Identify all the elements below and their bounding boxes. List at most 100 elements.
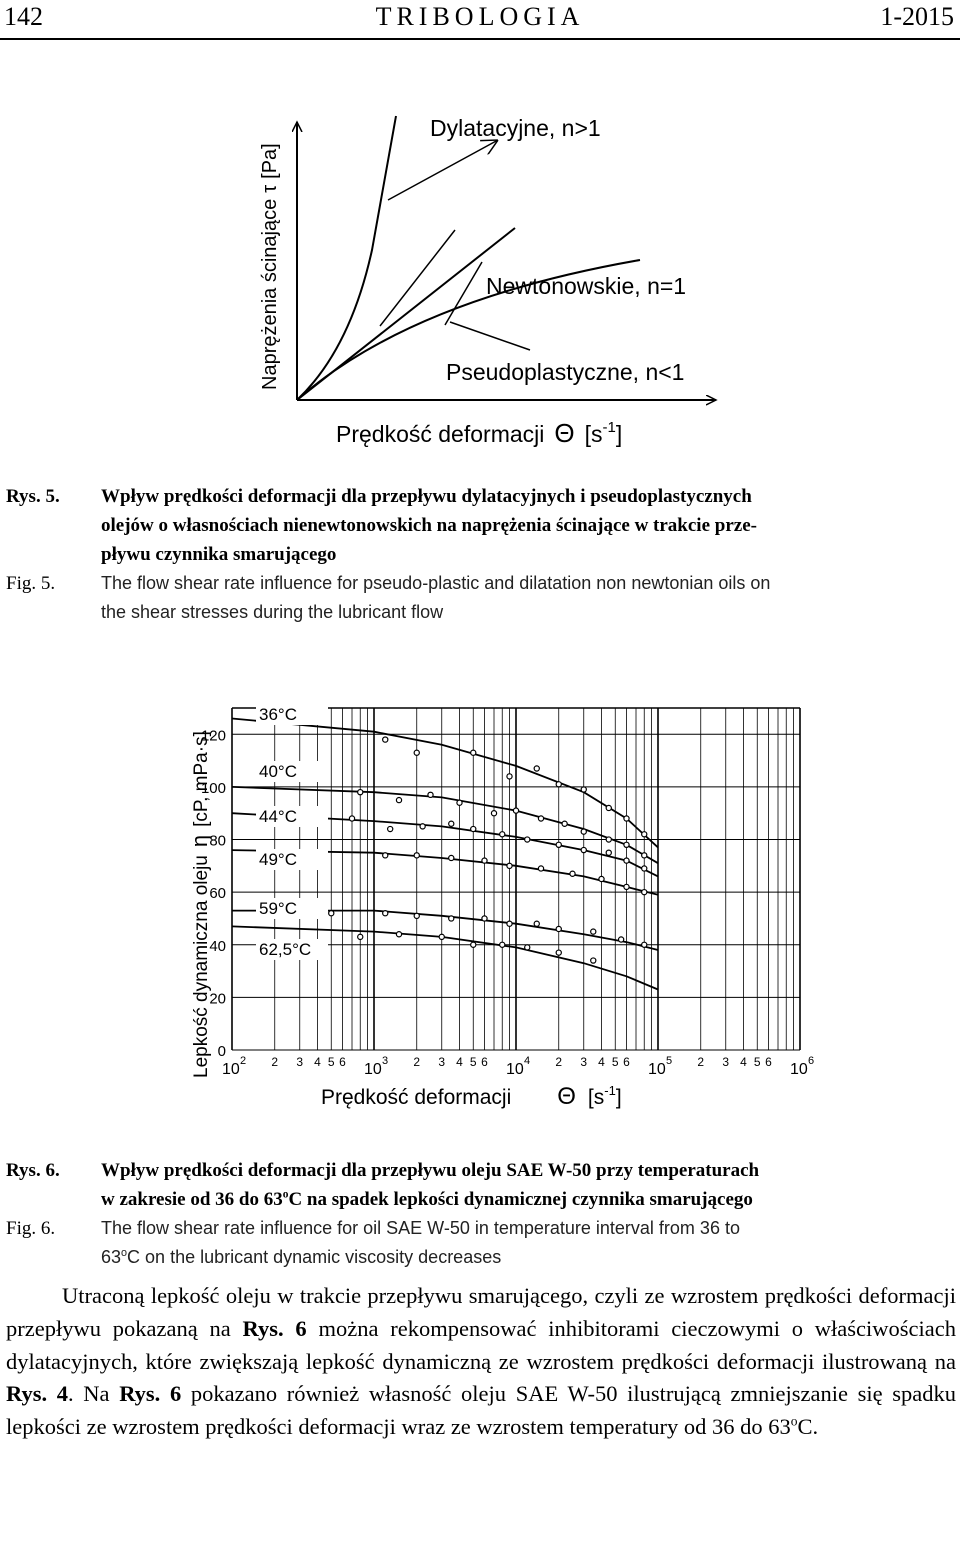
chart6-y-axis-label: Lepkość dynamiczna oleju xyxy=(191,855,212,1078)
y-tick-label: 60 xyxy=(209,885,226,902)
figure-5-svg: Dylatacyjne, n>1 Newtonowskie, n=1 Pseud… xyxy=(259,115,740,448)
figure-5-caption: Rys. 5. Wpływ prędkości deformacji dla p… xyxy=(6,482,956,632)
pseudoplastic-label: Pseudoplastyczne, n<1 xyxy=(446,359,684,385)
series-curve xyxy=(231,717,659,849)
data-point xyxy=(641,888,648,896)
x-minor-label: 2 xyxy=(555,1055,562,1069)
data-point xyxy=(561,820,568,827)
fig5-x-axis-label: Prędkość deformacji xyxy=(336,421,544,447)
data-point xyxy=(617,936,625,943)
data-point xyxy=(580,828,587,835)
chart6-x-axis-unit-open: [s xyxy=(588,1086,604,1109)
caption5-text-en-line1: The flow shear rate influence for pseudo… xyxy=(101,573,771,593)
chart6-y-axis-symbol: η xyxy=(187,835,212,847)
data-point xyxy=(448,915,455,922)
caption5-label-pl: Rys. 5. xyxy=(6,486,60,507)
data-point xyxy=(328,909,335,917)
journal-title: TRIBOLOGIA xyxy=(375,2,585,31)
data-point xyxy=(382,909,389,917)
data-point xyxy=(598,875,605,883)
degree-sup: o xyxy=(121,1247,128,1259)
y-tick-label: 80 xyxy=(209,833,226,850)
fig5-x-axis-unit-exp: -1 xyxy=(602,419,615,436)
figure-5-diagram: Dylatacyjne, n>1 Newtonowskie, n=1 Pseud… xyxy=(240,100,740,460)
data-point xyxy=(413,912,420,920)
x-minor-label: 5 xyxy=(754,1055,761,1069)
x-minor-label: 6 xyxy=(481,1055,488,1069)
y-tick-label: 20 xyxy=(209,990,226,1007)
x-minor-label: 2 xyxy=(413,1055,420,1069)
caption6-en-line2-part1: 63 xyxy=(101,1247,122,1267)
data-point xyxy=(641,852,648,859)
paragraph-text: . Na xyxy=(68,1381,120,1407)
chart6-y-axis-unit: [cP, mPa·s] xyxy=(191,731,212,827)
header-rule xyxy=(0,38,960,40)
series-label: 59°C xyxy=(259,899,297,918)
newtonian-pointer xyxy=(379,229,456,327)
data-point xyxy=(641,865,648,872)
caption6-label-pl: Rys. 6. xyxy=(6,1160,60,1181)
pseudoplastic-pointer xyxy=(449,321,531,351)
x-minor-label: 5 xyxy=(612,1055,619,1069)
series-label-bg xyxy=(256,704,328,725)
data-point xyxy=(605,849,612,856)
data-point xyxy=(456,799,463,806)
x-decade-label: 10 xyxy=(506,1061,524,1078)
x-decade-exponent: 3 xyxy=(382,1055,388,1067)
x-minor-label: 5 xyxy=(328,1055,335,1069)
data-point xyxy=(470,825,477,833)
x-minor-label: 3 xyxy=(580,1055,587,1069)
x-decade-label: 10 xyxy=(222,1061,240,1078)
data-point xyxy=(506,862,513,870)
caption6-text-en-line2: 63oC on the lubricant dynamic viscosity … xyxy=(101,1243,959,1272)
series-label-bg xyxy=(256,939,328,960)
data-point xyxy=(569,870,576,877)
y-tick-label: 120 xyxy=(201,727,226,744)
data-point xyxy=(524,836,531,843)
series-label: 44°C xyxy=(259,807,297,826)
fig5-x-axis-unit-close: ] xyxy=(616,421,622,447)
data-point xyxy=(537,815,545,822)
series-label: 49°C xyxy=(259,850,297,869)
data-point xyxy=(470,749,477,756)
x-minor-label: 3 xyxy=(722,1055,729,1069)
y-tick-label: 100 xyxy=(201,780,226,797)
x-minor-label: 2 xyxy=(697,1055,704,1069)
data-point xyxy=(499,831,506,838)
paragraph: Utraconą lepkość oleju w trakcie przepły… xyxy=(6,1280,956,1444)
x-minor-label: 2 xyxy=(271,1055,278,1069)
x-minor-label: 4 xyxy=(740,1055,747,1069)
body-paragraph: Utraconą lepkość oleju w trakcie przepły… xyxy=(6,1280,956,1444)
data-point xyxy=(382,736,389,743)
data-point xyxy=(419,823,426,830)
data-point xyxy=(448,854,455,862)
fig5-x-axis-unit-open: [s xyxy=(585,421,603,447)
dilatant-label: Dylatacyjne, n>1 xyxy=(430,115,601,141)
caption5-text-pl-line1: Wpływ prędkości deformacji dla przepływu… xyxy=(101,486,752,507)
newtonian-pointer-2 xyxy=(444,261,483,326)
data-point xyxy=(555,949,562,956)
data-point xyxy=(348,815,356,822)
data-point xyxy=(499,941,506,948)
data-point xyxy=(533,765,540,772)
x-minor-label: 3 xyxy=(296,1055,303,1069)
caption6-text-pl-line2: w zakresie od 36 do 63oC na spadek lepko… xyxy=(101,1185,959,1214)
dilatant-pointer xyxy=(387,140,498,201)
caption5-text-pl-line2: olejów o własnościach nienewtonowskich n… xyxy=(101,515,757,536)
series-label: 36°C xyxy=(259,705,297,724)
data-point xyxy=(413,749,420,756)
x-decade-exponent: 5 xyxy=(666,1055,672,1067)
degree-sup: o xyxy=(790,1413,798,1429)
data-point xyxy=(506,920,513,927)
caption6-text-en-line1: The flow shear rate influence for oil SA… xyxy=(101,1218,740,1238)
caption6-pl-line2-part2: C na spadek lepkości dynamicznej czynnik… xyxy=(288,1189,753,1210)
data-point xyxy=(641,831,648,838)
chart6-x-axis-unit-close: ] xyxy=(616,1086,622,1109)
issue-number: 1-2015 xyxy=(880,2,954,31)
x-decade-label: 10 xyxy=(364,1061,382,1078)
pseudoplastic-curve xyxy=(296,259,641,401)
data-point xyxy=(555,841,562,848)
data-point xyxy=(580,846,587,854)
data-point xyxy=(605,836,612,843)
x-minor-label: 4 xyxy=(456,1055,463,1069)
